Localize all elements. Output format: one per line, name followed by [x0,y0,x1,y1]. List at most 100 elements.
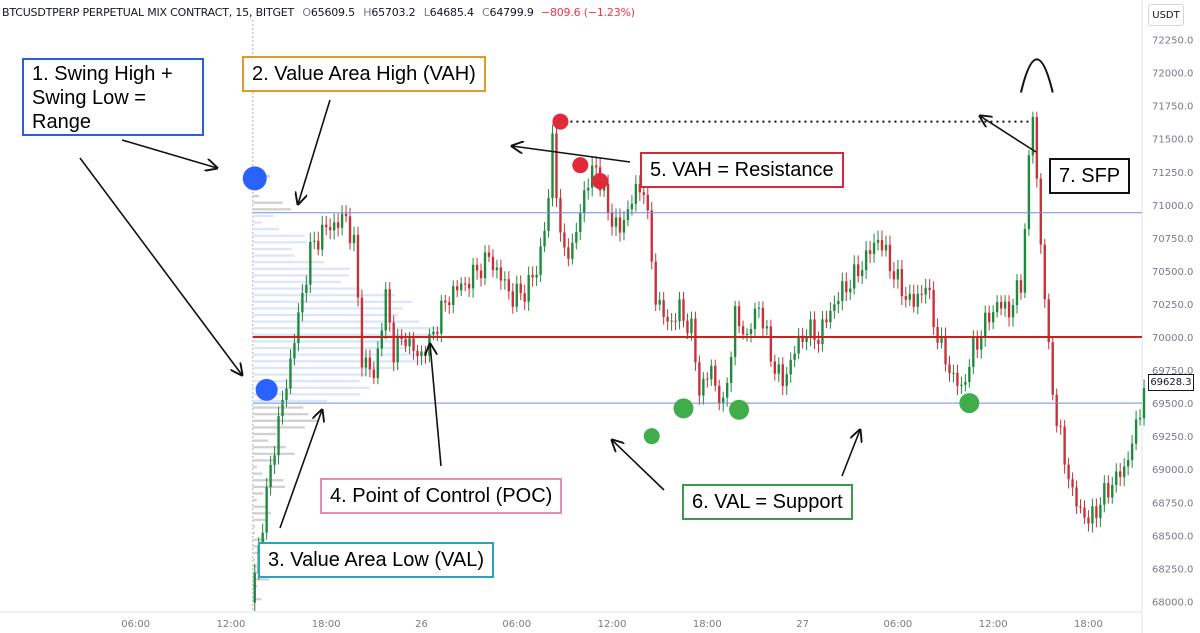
candle-body [666,317,669,322]
candle-body [1059,425,1062,427]
volume-profile-bar [252,353,421,356]
candle-body [777,364,780,374]
candle-body [456,286,459,291]
candle-body [1055,394,1058,426]
candle-body [1071,479,1074,488]
volume-profile-bar [252,294,395,297]
candle-body [610,212,614,227]
candle-body [563,232,566,248]
annotation-vah-resistance: 5. VAH = Resistance [640,152,844,188]
candle-body [265,487,268,533]
currency-button[interactable]: USDT [1148,4,1184,26]
candle-body [952,372,955,374]
candle-body [678,299,681,322]
x-tick-label: 12:00 [979,619,1008,630]
y-tick-label: 71750.0 [1152,102,1193,113]
candle-body [980,337,983,350]
candle-body [519,283,522,294]
candle-body [475,264,479,271]
candle-body [1011,305,1015,318]
arrow-to-support-left [612,440,665,491]
candle-body [860,270,864,277]
candle-body [789,359,792,375]
candle-body [793,353,796,360]
volume-profile-bar [252,452,295,455]
candle-body [813,319,816,340]
volume-profile-bar [252,505,268,508]
volume-profile-bar [252,492,264,495]
candle-body [293,343,296,359]
support-marker [729,399,750,420]
candle-body [773,361,777,374]
candle-body [1103,483,1106,505]
candle-body [471,264,475,289]
candle-body [670,320,673,322]
candle-body [583,190,586,214]
candle-body [281,400,284,417]
candle-body [718,385,721,404]
candle-body [1115,471,1118,485]
candle-body [924,287,927,295]
candle-body [364,357,368,368]
swing-low-marker [255,378,278,401]
volume-profile-bar [252,300,413,303]
candle-body [479,270,483,279]
candle-body [630,203,634,210]
y-tick-label: 69750.0 [1152,366,1193,377]
candle-body [698,362,701,396]
candle-body [567,247,570,259]
candle-body [523,293,526,302]
candle-body [614,217,618,227]
close-label: C [482,6,490,19]
candle-body [459,283,463,291]
candle-body [674,320,677,322]
candle-body [892,271,896,280]
candle-body [872,242,876,254]
candle-body [972,337,975,367]
candle-body [1091,506,1094,524]
y-tick-label: 71000.0 [1152,201,1193,212]
candle-body [694,318,697,363]
candle-body [467,283,471,289]
candle-body [273,455,276,465]
low-value: 64685.4 [429,6,474,19]
candle-body [515,283,518,307]
candle-body [463,283,467,285]
candle-body [1051,342,1054,395]
candle-body [491,256,495,271]
candle-body [682,299,685,321]
candle-body [884,244,888,251]
y-tick-label: 68000.0 [1152,597,1193,608]
candle-body [995,302,999,313]
candle-body [853,264,856,289]
candle-body [912,293,915,307]
candle-body [991,312,995,323]
y-tick-label: 70250.0 [1152,300,1193,311]
candle-body [412,338,415,351]
candle-body [638,183,642,193]
candle-body [984,312,987,338]
candle-body [1035,116,1039,179]
high-label: H [363,6,372,19]
volume-profile-bar [252,459,277,462]
candle-body [289,358,292,389]
symbol-label[interactable]: BTCUSDTPERP PERPETUAL MIX CONTRACT, 15, … [2,6,295,19]
candle-body [261,532,264,547]
y-tick-label: 71500.0 [1152,135,1193,146]
candle-body [380,330,383,349]
candle-body [1111,484,1114,498]
resistance-marker [572,157,589,174]
y-tick-label: 71250.0 [1152,168,1193,179]
volume-profile-bar [252,194,260,198]
volume-profile-bar [252,333,440,337]
volume-profile-bar [252,512,272,515]
candle-body [916,293,919,307]
candle-body [328,227,332,231]
candle-body [618,217,622,233]
candle-body [825,319,828,323]
candle-body [376,348,380,378]
candle-body [408,338,411,347]
candle-body [1027,155,1031,229]
candle-body [1087,517,1090,524]
